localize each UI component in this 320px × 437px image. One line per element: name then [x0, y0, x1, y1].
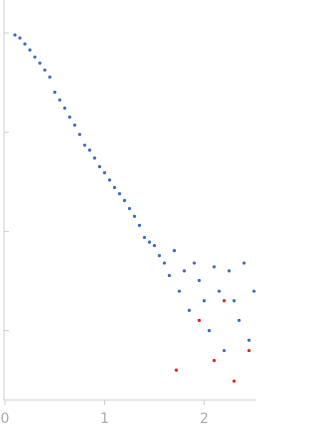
data-point — [48, 75, 52, 79]
data-point — [152, 243, 157, 248]
data-point — [247, 348, 251, 353]
data-point — [167, 273, 171, 278]
data-point — [247, 338, 251, 342]
x-tick-label: 1 — [100, 411, 109, 427]
data-point — [127, 206, 132, 211]
data-point — [212, 358, 216, 363]
data-point — [182, 269, 186, 273]
data-point — [187, 308, 191, 312]
data-point — [73, 123, 77, 127]
chart: 0 1 2 — [1, 0, 256, 427]
data-point — [202, 299, 206, 303]
data-point — [237, 318, 241, 322]
data-point — [13, 33, 17, 37]
data-point — [18, 36, 22, 40]
data-point — [172, 249, 176, 253]
data-point — [23, 42, 27, 46]
data-point — [162, 261, 166, 265]
data-point — [88, 148, 92, 152]
data-point — [33, 55, 37, 59]
data-point — [53, 90, 57, 94]
data-point — [217, 289, 221, 293]
data-point — [197, 318, 201, 322]
data-point — [122, 198, 127, 203]
data-point — [137, 223, 142, 228]
data-point — [93, 156, 97, 160]
data-point — [103, 171, 107, 175]
data-point — [242, 261, 246, 265]
data-point — [78, 132, 82, 137]
data-point — [28, 48, 32, 52]
data-point — [252, 289, 256, 293]
data-point — [147, 240, 152, 244]
data-point — [212, 265, 216, 269]
data-point — [207, 329, 211, 333]
data-point — [197, 278, 201, 283]
data-point — [83, 143, 87, 147]
data-point — [157, 254, 161, 258]
data-point — [117, 192, 122, 196]
data-point — [132, 214, 137, 218]
data-point — [58, 98, 62, 102]
data-point — [232, 299, 236, 303]
data-point — [222, 299, 226, 303]
data-point — [227, 269, 231, 273]
data-point — [63, 106, 67, 110]
data-point — [232, 379, 236, 383]
data-point — [38, 61, 42, 65]
data-point — [98, 165, 102, 169]
data-point — [68, 115, 72, 119]
data-point — [43, 68, 47, 72]
data-point — [142, 235, 147, 240]
data-point — [107, 178, 112, 182]
data-point — [222, 348, 226, 353]
data-point — [192, 261, 196, 265]
data-point — [177, 289, 181, 293]
x-tick-label: 0 — [1, 411, 10, 427]
x-tick-label: 2 — [200, 411, 209, 427]
data-point — [174, 368, 178, 372]
data-point — [112, 185, 117, 190]
